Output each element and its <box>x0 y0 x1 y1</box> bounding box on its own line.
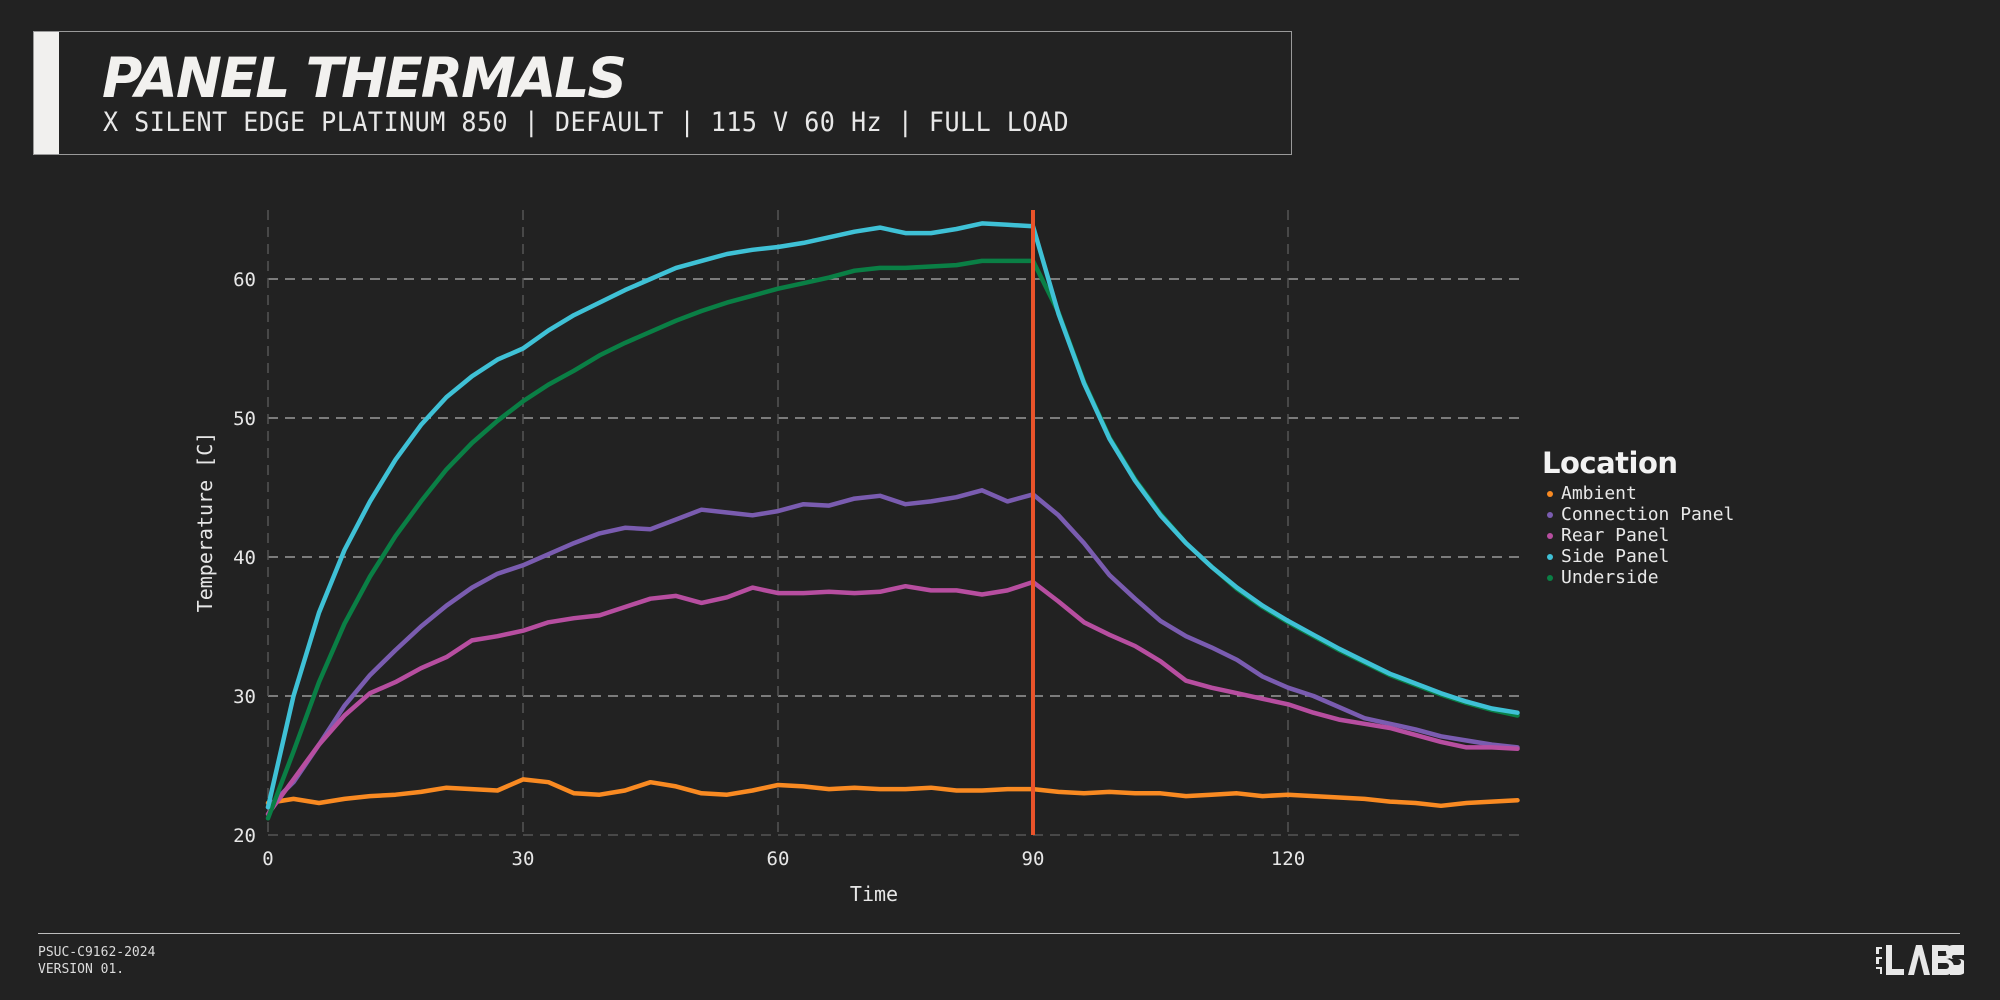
x-tick-label: 90 <box>1022 848 1045 870</box>
page-subtitle: X SILENT EDGE PLATINUM 850 | DEFAULT | 1… <box>103 107 1070 138</box>
x-tick-label: 120 <box>1271 848 1305 870</box>
y-tick-label: 40 <box>233 547 256 569</box>
y-tick-label: 60 <box>233 269 256 291</box>
legend: Location Ambient Connection Panel Rear P… <box>1542 446 1734 588</box>
legend-label: Connection Panel <box>1561 504 1735 525</box>
legend-dot-icon <box>1547 532 1553 539</box>
page-title: PANEL THERMALS <box>102 46 627 110</box>
grid <box>267 210 1520 836</box>
legend-label: Underside <box>1561 567 1659 588</box>
legend-label: Side Panel <box>1561 546 1670 567</box>
x-tick-label: 60 <box>767 848 790 870</box>
x-tick-labels: 0 30 60 90 120 <box>262 848 1305 870</box>
legend-item-rear-panel: Rear Panel <box>1542 525 1734 546</box>
document-version: VERSION 01. <box>38 962 125 977</box>
y-tick-labels: 20 30 40 50 60 <box>233 269 256 847</box>
document-code: PSUC-C9162-2024 <box>38 945 156 960</box>
ltt-labs-logo-icon <box>1876 945 1964 975</box>
legend-dot-icon <box>1547 574 1553 581</box>
legend-label: Ambient <box>1561 483 1637 504</box>
y-tick-label: 30 <box>233 686 256 708</box>
x-axis-label: Time <box>850 882 898 906</box>
legend-dot-icon <box>1547 553 1553 560</box>
legend-item-underside: Underside <box>1542 567 1734 588</box>
y-tick-label: 20 <box>233 825 256 847</box>
series-line-ambient <box>265 777 1520 809</box>
header-accent-bar <box>34 32 59 154</box>
x-tick-label: 30 <box>512 848 535 870</box>
legend-item-ambient: Ambient <box>1542 483 1734 504</box>
series-line-side-panel <box>265 221 1520 810</box>
y-tick-label: 50 <box>233 408 256 430</box>
series-lines <box>265 221 1520 821</box>
legend-item-connection-panel: Connection Panel <box>1542 504 1734 525</box>
series-line-connection-panel <box>265 488 1520 810</box>
legend-dot-icon <box>1547 511 1553 518</box>
series-line-underside <box>265 258 1520 821</box>
series-line-rear-panel <box>265 579 1520 817</box>
x-tick-label: 0 <box>262 848 273 870</box>
y-axis-label: Temperature [C] <box>193 432 217 613</box>
footer-divider <box>38 933 1960 934</box>
header-box: PANEL THERMALS X SILENT EDGE PLATINUM 85… <box>33 31 1292 155</box>
legend-item-side-panel: Side Panel <box>1542 546 1734 567</box>
legend-label: Rear Panel <box>1561 525 1670 546</box>
legend-title: Location <box>1542 446 1678 480</box>
legend-dot-icon <box>1547 490 1553 497</box>
footer: PSUC-C9162-2024 VERSION 01. <box>38 944 155 978</box>
